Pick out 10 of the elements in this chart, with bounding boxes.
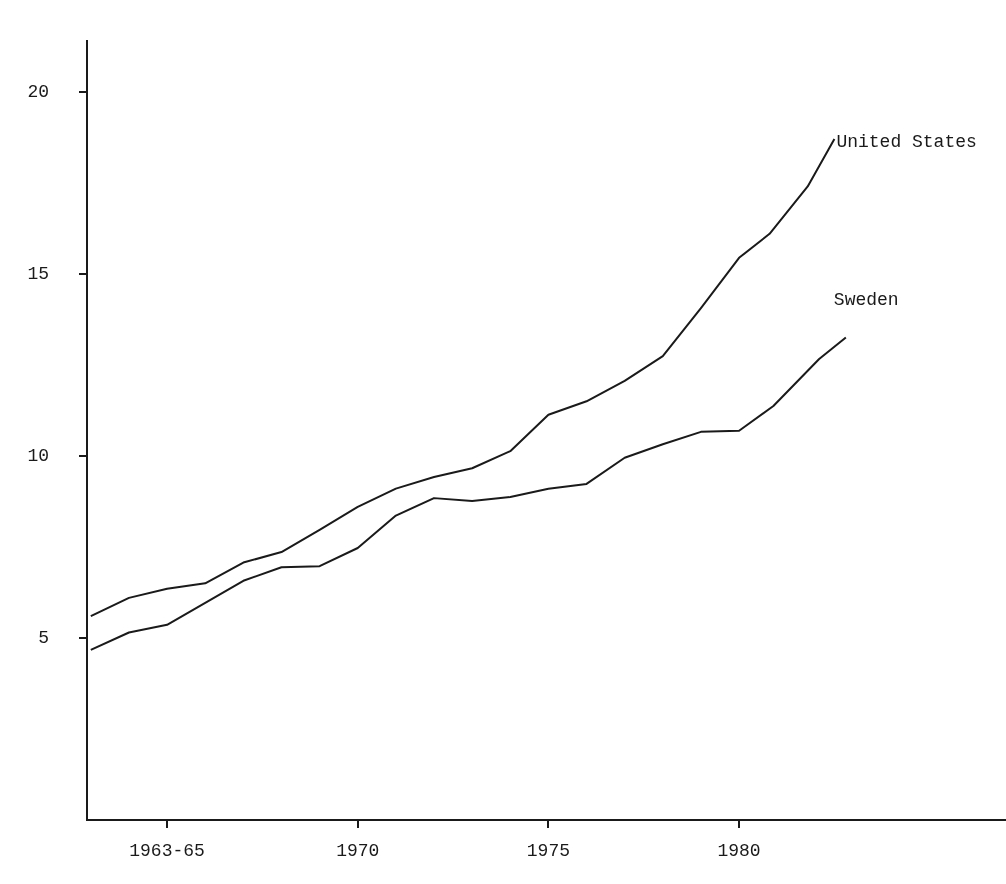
series-label: United States xyxy=(836,131,977,152)
x-tick-label: 1963-65 xyxy=(129,840,205,861)
y-tick-label: 5 xyxy=(38,627,49,648)
x-tick-label: 1975 xyxy=(526,840,571,861)
x-tick-label: 1980 xyxy=(717,840,761,861)
y-tick-label: 20 xyxy=(27,81,49,102)
y-tick-label: 10 xyxy=(27,445,49,466)
series-label: Sweden xyxy=(833,290,899,311)
x-tick-label: 1970 xyxy=(336,840,380,861)
y-tick-label: 15 xyxy=(27,263,49,284)
